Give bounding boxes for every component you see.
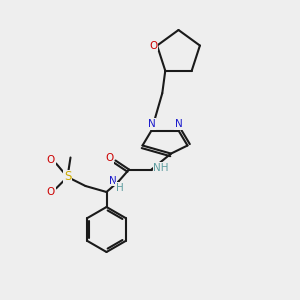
Text: N: N [109, 176, 116, 186]
Text: N: N [148, 119, 155, 129]
Text: O: O [105, 153, 114, 163]
Text: S: S [64, 170, 71, 184]
Text: H: H [116, 183, 124, 193]
Text: O: O [149, 40, 158, 50]
Text: O: O [46, 155, 55, 165]
Text: NH: NH [153, 163, 169, 173]
Text: N: N [175, 119, 182, 129]
Text: O: O [46, 187, 55, 197]
